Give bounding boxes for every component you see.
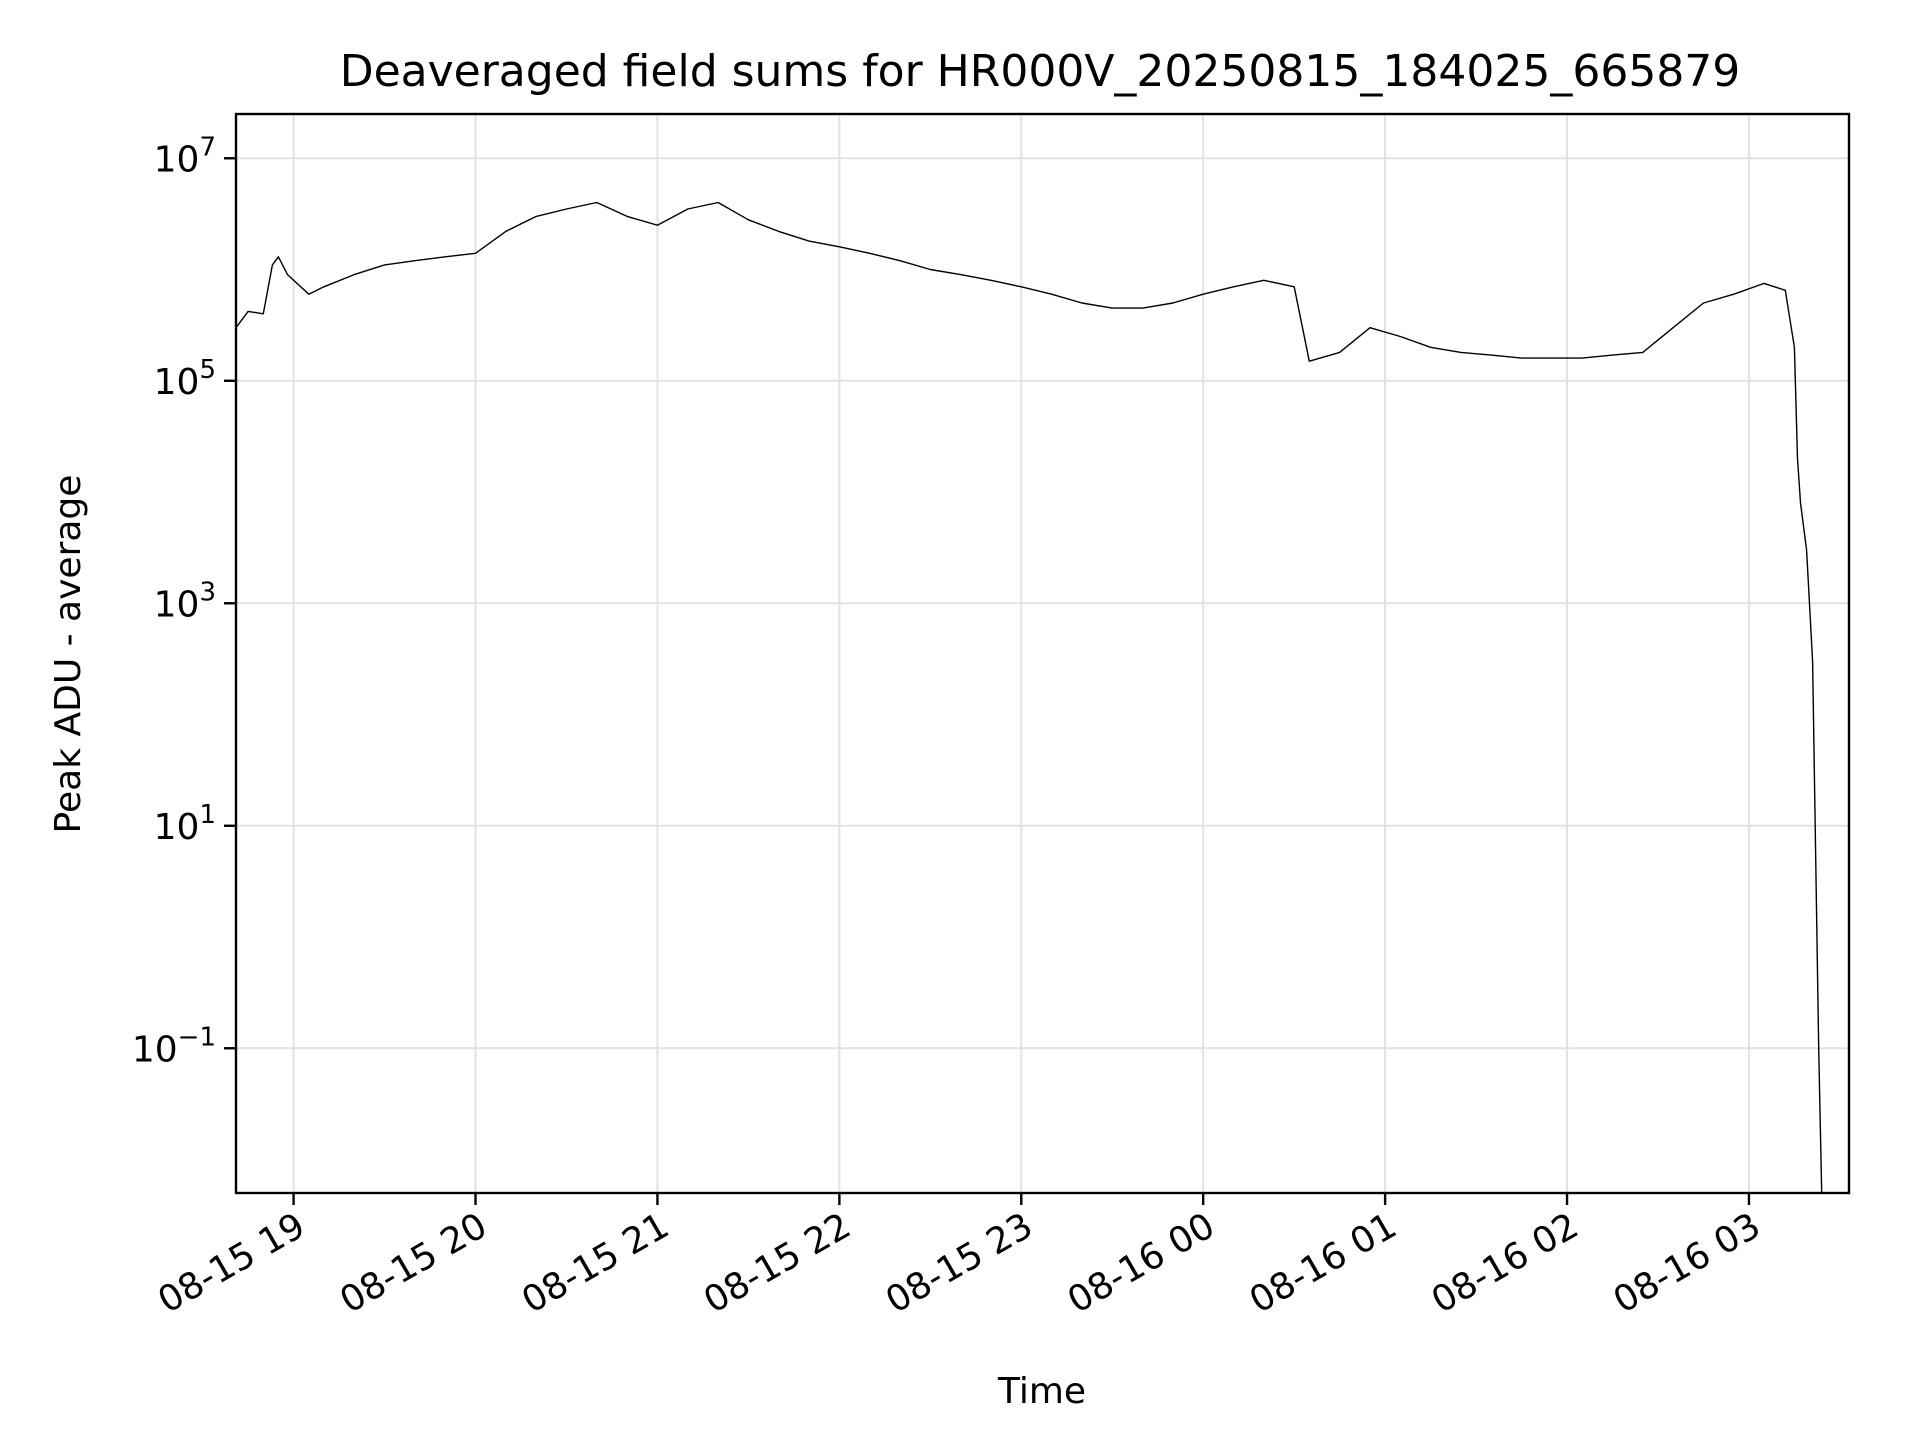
y-tick-label: 107	[154, 132, 216, 180]
x-tick-label: 08-16 01	[1243, 1205, 1404, 1321]
x-tick-label: 08-16 02	[1425, 1205, 1586, 1321]
y-tick-exponent: 3	[199, 577, 216, 607]
y-tick-label: 105	[154, 355, 216, 403]
y-tick-base: 10	[132, 1029, 178, 1070]
y-tick-exponent: −1	[178, 1022, 216, 1052]
x-tick-label: 08-15 22	[697, 1205, 858, 1321]
y-tick-label: 10−1	[132, 1022, 216, 1070]
y-tick-exponent: 1	[199, 800, 216, 830]
axis-ticks: 08-15 19 08-15 20 08-15 21 08-15 22 08-15 23…	[132, 132, 1768, 1321]
y-tick-base: 10	[154, 362, 200, 403]
x-tick-label: 08-15 21	[515, 1205, 676, 1321]
x-axis-label: Time	[997, 1371, 1086, 1412]
y-tick-label: 101	[154, 800, 216, 848]
y-tick-exponent: 7	[199, 132, 216, 162]
x-tick-label: 08-16 03	[1607, 1205, 1768, 1321]
series-layer	[235, 201, 1823, 1194]
plot-frame	[234, 112, 1851, 1195]
x-tick-label: 08-16 00	[1061, 1205, 1222, 1321]
chart-title: Deaveraged field sums for HR000V_2025081…	[340, 46, 1741, 97]
y-tick-base: 10	[154, 584, 200, 625]
x-tick-label: 08-15 19	[151, 1205, 312, 1321]
grid	[236, 114, 1849, 1193]
y-axis-label: Peak ADU - average	[48, 475, 89, 834]
y-tick-label: 103	[154, 577, 216, 625]
series-line	[235, 201, 1823, 1194]
y-tick-base: 10	[154, 807, 200, 848]
x-tick-label: 08-15 23	[879, 1205, 1040, 1321]
x-tick-label: 08-15 20	[333, 1205, 494, 1321]
y-tick-base: 10	[154, 139, 200, 180]
y-tick-exponent: 5	[199, 355, 216, 385]
